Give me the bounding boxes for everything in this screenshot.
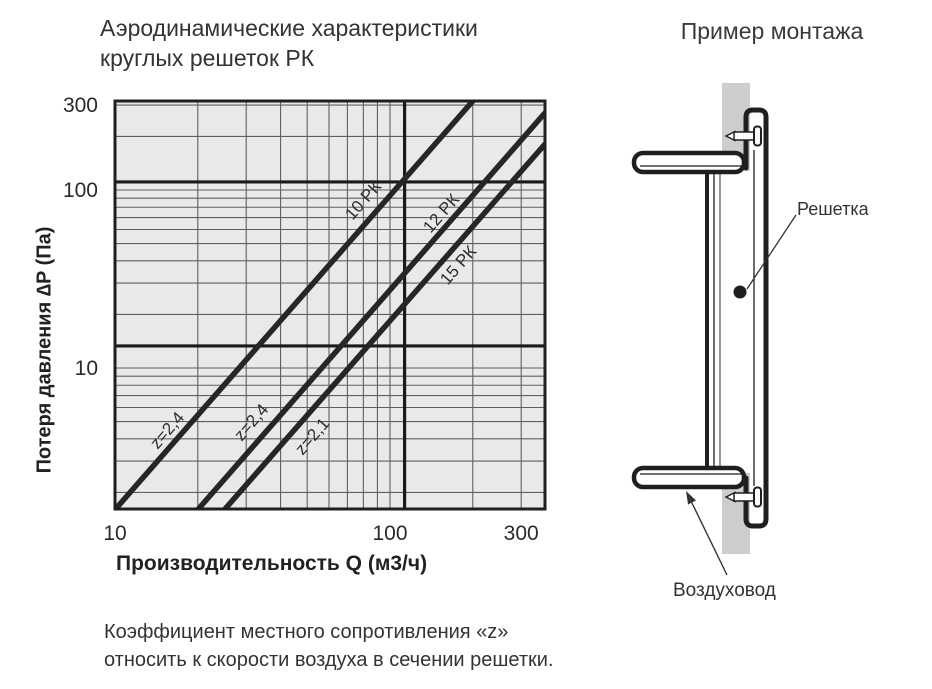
x-axis-title: Производительность Q (м3/ч)	[116, 552, 428, 575]
y-axis-title: Потеря давления ∆P (Па)	[33, 226, 56, 474]
screw-top-icon	[724, 125, 762, 147]
plot-area	[115, 101, 545, 509]
footnote: Коэффициент местного сопротивления «z» о…	[104, 621, 554, 672]
duct-arrow-line	[690, 500, 728, 576]
y-tick-label: 100	[63, 179, 98, 202]
screw-bottom-icon	[724, 486, 762, 508]
y-tick-label: 10	[75, 357, 98, 380]
duct-label: Воздуховод	[673, 580, 776, 601]
grille-leader-line	[746, 214, 797, 290]
duct-bottom-flange	[631, 465, 747, 490]
x-tick-label: 300	[504, 522, 539, 545]
diagram-title: Пример монтажа	[680, 18, 864, 44]
plot-frame	[113, 99, 547, 511]
chart-title: Аэродинамические характеристики круглых …	[100, 15, 478, 72]
series-line-2	[195, 110, 545, 509]
series-line-1	[115, 101, 476, 509]
grille-label: Решетка	[797, 199, 869, 219]
mounting-diagram	[631, 83, 797, 576]
duct-top-flange	[631, 150, 747, 175]
grille-frame	[743, 107, 769, 529]
grille-dot	[733, 285, 747, 299]
x-tick-label: 100	[372, 522, 407, 545]
duct-arrow-head	[686, 491, 696, 505]
series-line-3	[221, 141, 545, 509]
y-tick-label: 300	[63, 94, 98, 117]
x-tick-label: 10	[103, 522, 126, 545]
